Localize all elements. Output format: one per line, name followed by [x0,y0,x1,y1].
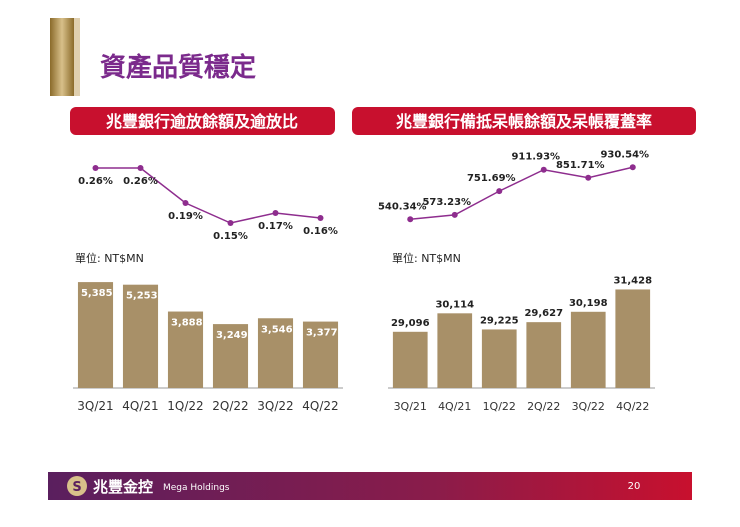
data-label: 751.69% [467,173,516,184]
line-point [496,188,503,195]
line-point [272,210,279,216]
line-point [227,220,234,226]
x-tick-label: 3Q/21 [394,400,427,413]
page-number: 20 [628,481,641,492]
line-point [629,164,636,171]
bar [302,321,339,388]
bar [526,322,562,388]
data-label: 930.54% [600,149,649,160]
x-tick-label: 3Q/21 [77,399,113,413]
data-label: 30,198 [569,298,608,309]
title-accent [74,18,80,96]
x-tick-label: 1Q/22 [483,400,516,413]
x-tick-label: 2Q/22 [212,399,248,413]
bar [481,329,517,388]
data-label: 3,888 [171,318,203,329]
logo [67,476,87,496]
line-point [451,211,458,218]
panel-title: 兆豐銀行逾放餘額及逾放比 [106,112,298,131]
x-tick-label: 2Q/22 [527,400,560,413]
x-tick-label: 4Q/21 [122,399,158,413]
footer-company: 兆豐金控 [93,478,153,496]
data-label: 0.17% [258,221,293,232]
data-label: 0.16% [303,226,338,237]
line-point [317,215,324,221]
slide-title: 資產品質穩定 [100,52,256,83]
unit-label: 單位: NT$MN [75,251,144,265]
x-tick-label: 4Q/22 [616,400,649,413]
data-label: 3,249 [216,330,248,341]
data-label: 851.71% [556,160,605,171]
x-tick-label: 4Q/22 [302,399,338,413]
data-label: 31,428 [613,275,652,286]
data-label: 29,225 [480,315,519,326]
data-label: 573.23% [422,197,471,208]
x-tick-label: 3Q/22 [572,400,605,413]
bar [257,318,294,388]
data-label: 5,385 [81,288,113,299]
data-label: 29,627 [524,308,563,319]
unit-label: 單位: NT$MN [392,251,461,265]
line-point [407,216,414,223]
data-label: 0.19% [168,211,203,222]
x-tick-label: 4Q/21 [438,400,471,413]
footer-english: Mega Holdings [163,483,230,493]
data-label: 0.26% [78,176,113,187]
bar [167,311,204,388]
line-point [182,200,189,206]
bar [437,313,473,388]
title-accent [50,18,74,96]
bar [212,324,249,388]
data-label: 29,096 [391,318,430,329]
logo-mark: S [72,480,81,495]
bar [570,311,606,388]
panel-title: 兆豐銀行備抵呆帳餘額及呆帳覆蓋率 [396,112,652,131]
data-label: 30,114 [435,299,474,310]
bar [615,289,651,388]
x-tick-label: 1Q/22 [167,399,203,413]
data-label: 540.34% [378,201,427,212]
line-point [585,174,592,181]
data-label: 3,377 [306,328,338,339]
line-point [92,165,99,171]
bar [77,282,114,388]
data-label: 911.93% [511,152,560,163]
data-label: 5,253 [126,291,158,302]
bar [122,284,159,388]
panel-header [70,107,335,135]
panel-header [352,107,696,135]
line [95,167,321,224]
footer-band [48,472,692,500]
line-point [137,165,144,171]
line-point [540,166,547,173]
bar [392,331,428,388]
x-tick-label: 3Q/22 [257,399,293,413]
data-label: 0.15% [213,231,248,242]
data-label: 3,546 [261,324,293,335]
line [410,166,633,221]
data-label: 0.26% [123,176,158,187]
